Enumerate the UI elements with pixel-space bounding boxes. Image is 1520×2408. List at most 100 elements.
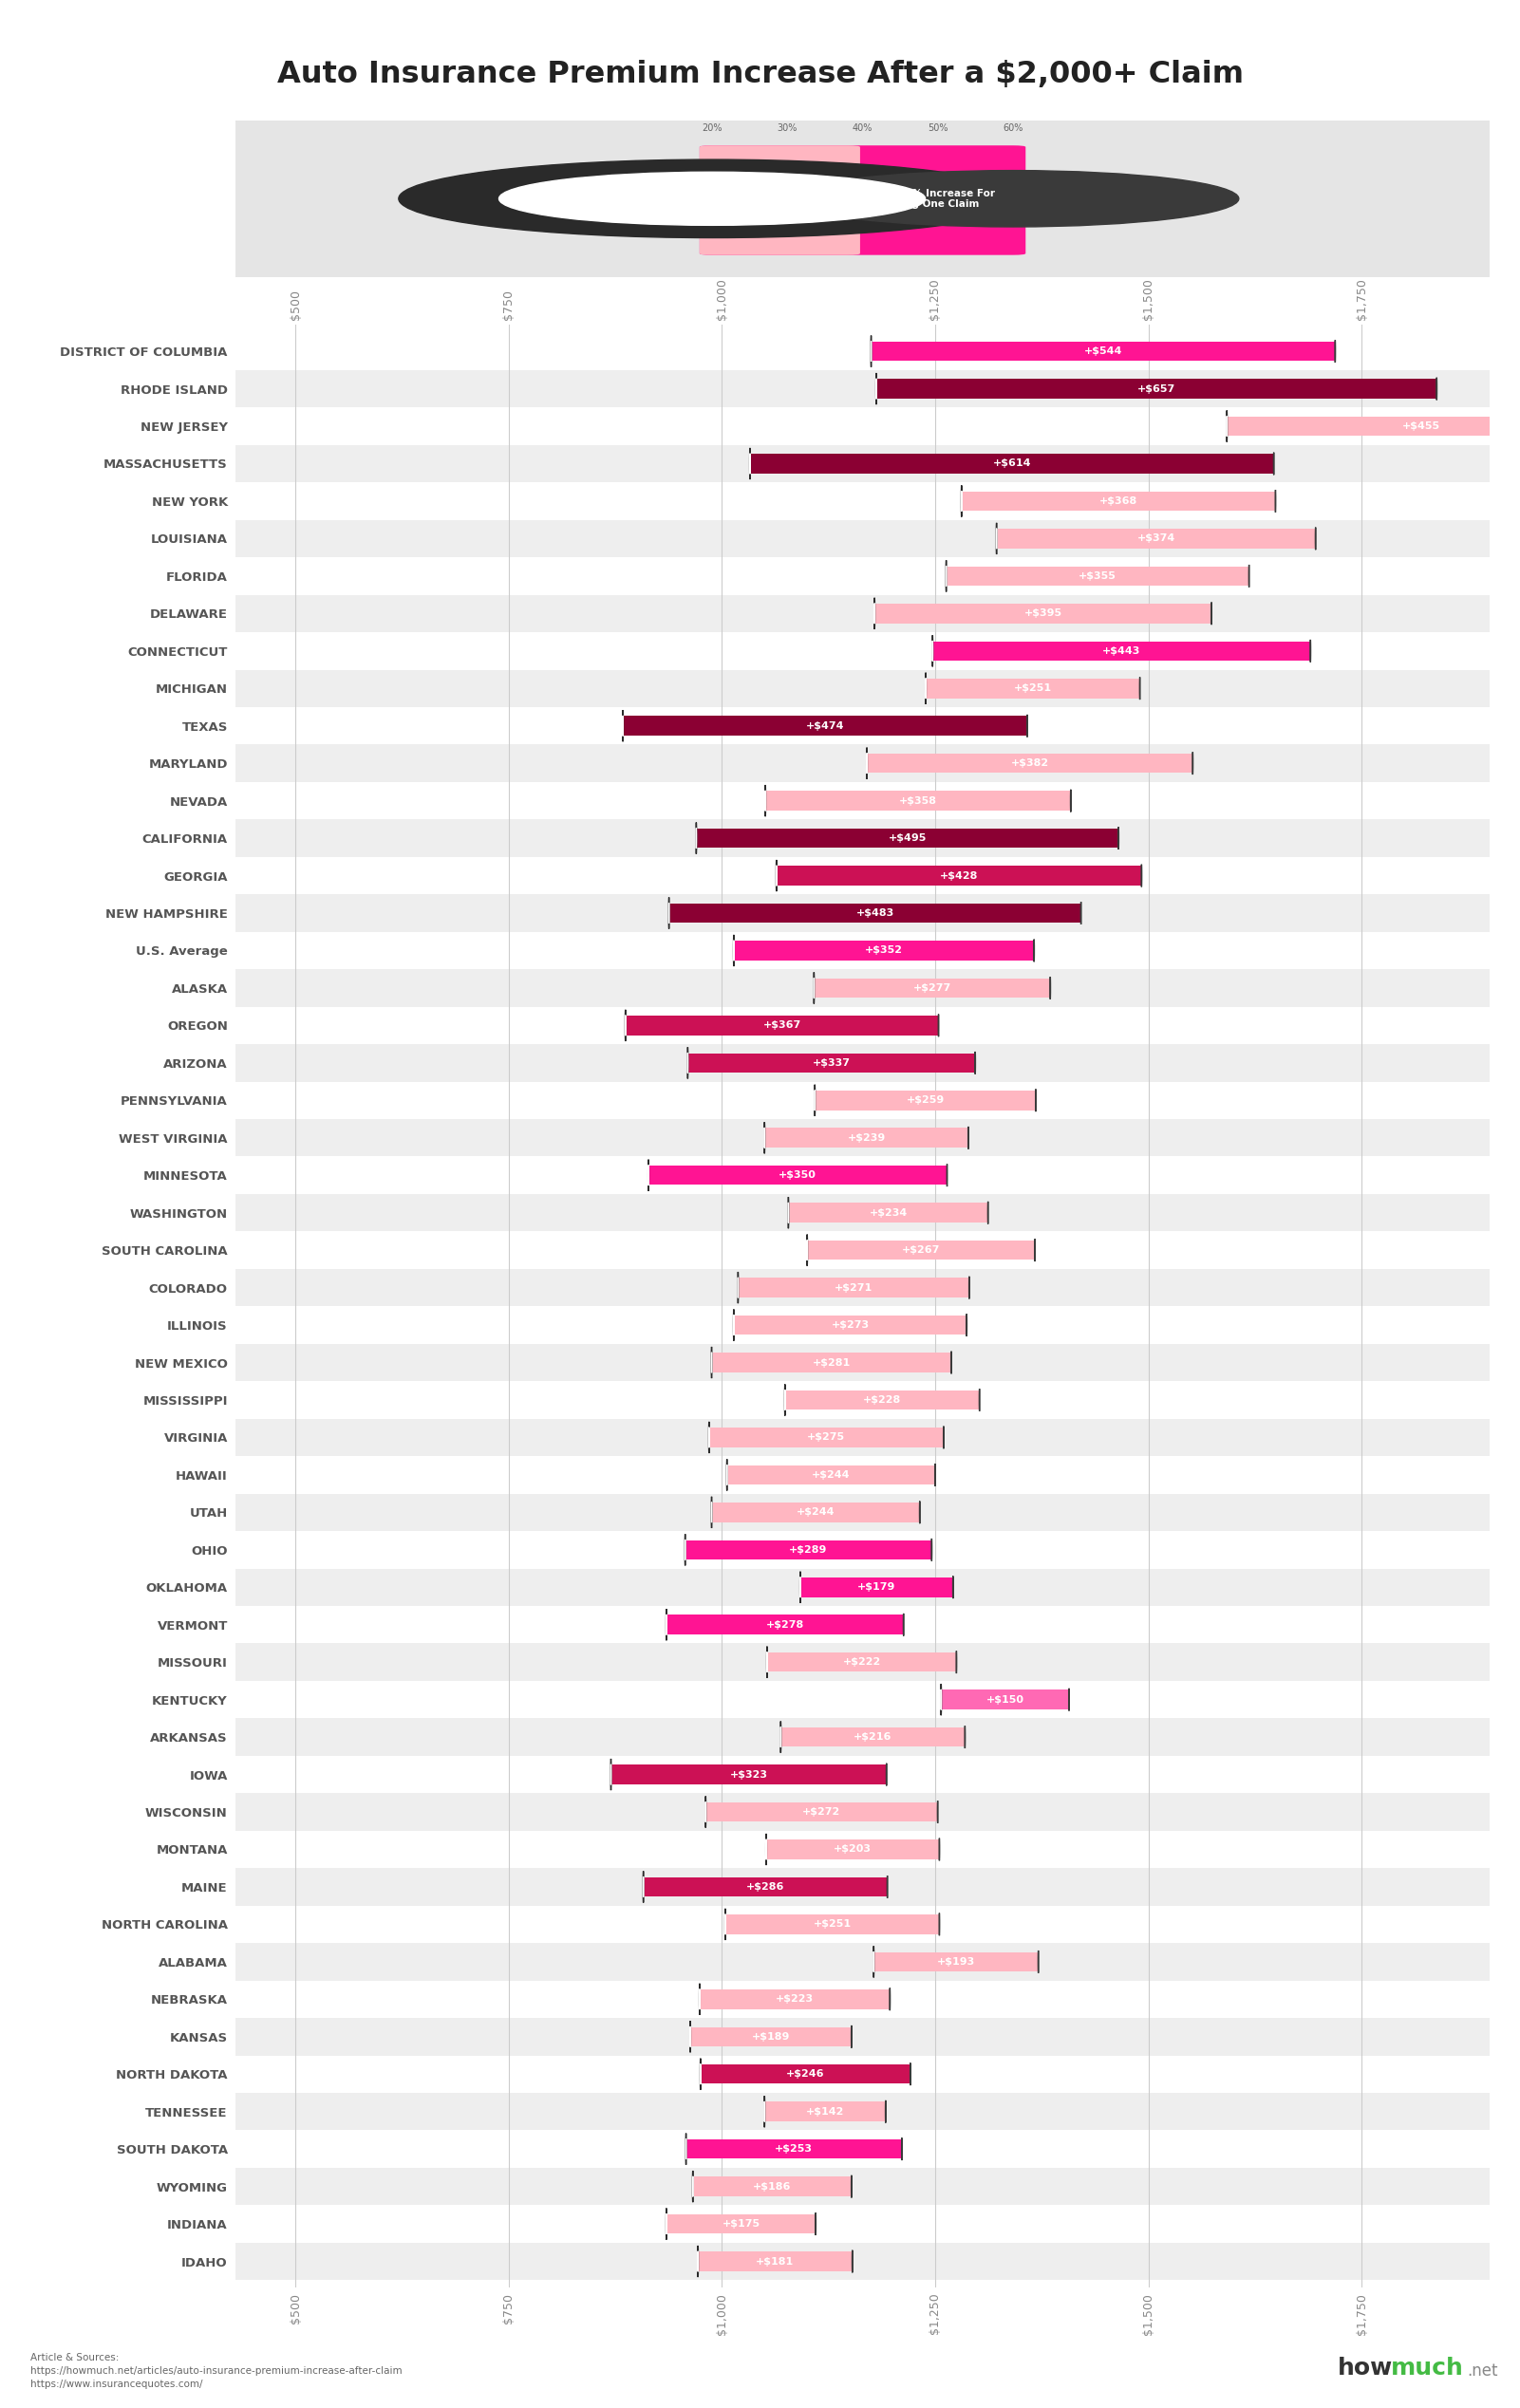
Bar <box>236 1755 1490 1794</box>
Bar <box>236 371 1490 407</box>
Bar <box>236 819 1490 857</box>
Bar <box>686 2138 901 2158</box>
Text: +$223: +$223 <box>775 1994 813 2003</box>
Text: +$272: +$272 <box>803 1808 841 1816</box>
Bar <box>236 970 1490 1007</box>
Bar <box>765 1127 968 1149</box>
Text: +$142: +$142 <box>806 2107 844 2117</box>
Bar <box>236 1642 1490 1681</box>
Bar <box>236 2206 1490 2242</box>
Bar <box>1227 417 1520 436</box>
Bar <box>236 595 1490 633</box>
Text: +$495: +$495 <box>888 833 927 843</box>
Bar <box>236 407 1490 445</box>
Text: +$374: +$374 <box>1137 535 1175 544</box>
Text: +$358: +$358 <box>898 797 936 804</box>
Text: +$239: +$239 <box>847 1134 886 1141</box>
Bar <box>749 455 1274 474</box>
Bar <box>698 2251 853 2271</box>
Bar <box>669 903 1081 922</box>
Text: +$271: +$271 <box>834 1283 872 1293</box>
Bar <box>784 1389 979 1409</box>
Text: +$186: +$186 <box>752 2182 792 2191</box>
Bar <box>236 2056 1490 2093</box>
Text: +$228: +$228 <box>863 1394 901 1404</box>
Bar <box>705 1801 938 1823</box>
Circle shape <box>499 171 926 226</box>
Text: +$181: +$181 <box>755 2256 795 2266</box>
Bar <box>236 1269 1490 1305</box>
Bar <box>781 1727 965 1746</box>
Bar <box>236 1081 1490 1120</box>
Text: +$355: +$355 <box>1079 571 1117 580</box>
Bar <box>236 482 1490 520</box>
Bar <box>236 1905 1490 1943</box>
Text: +$275: +$275 <box>807 1433 845 1442</box>
Text: 40%: 40% <box>853 123 872 132</box>
Bar <box>686 1541 932 1560</box>
Bar <box>236 1120 1490 1156</box>
Text: +$216: +$216 <box>854 1731 892 1741</box>
Bar <box>236 1719 1490 1755</box>
Bar <box>643 1878 888 1898</box>
Bar <box>766 790 1070 811</box>
Bar <box>871 342 1335 361</box>
Bar <box>765 2102 886 2121</box>
Bar <box>236 556 1490 595</box>
Bar <box>236 1007 1490 1045</box>
Bar <box>236 332 1490 371</box>
Bar <box>623 715 1028 734</box>
Bar <box>962 491 1275 510</box>
Bar <box>236 1979 1490 2018</box>
Bar <box>625 1016 938 1035</box>
Text: +$474: +$474 <box>806 720 844 730</box>
Bar <box>687 1052 976 1072</box>
Bar <box>236 857 1490 893</box>
Bar <box>236 2093 1490 2131</box>
Bar <box>649 1165 947 1185</box>
Bar <box>711 1503 920 1522</box>
Text: 20%: 20% <box>702 123 722 132</box>
Bar <box>236 1305 1490 1344</box>
Text: +$222: +$222 <box>842 1657 882 1666</box>
Text: +$150: +$150 <box>986 1695 1024 1705</box>
Text: +$251: +$251 <box>813 1919 851 1929</box>
Bar <box>725 1914 939 1934</box>
Text: how: how <box>1338 2357 1392 2379</box>
Text: +$323: +$323 <box>730 1770 768 1780</box>
Text: +$544: +$544 <box>1084 347 1122 356</box>
Text: .net: .net <box>1467 2362 1497 2379</box>
Bar <box>876 378 1436 397</box>
Text: +$455: +$455 <box>1401 421 1439 431</box>
Bar <box>941 1690 1069 1710</box>
Bar <box>696 828 1119 848</box>
Bar <box>236 633 1490 669</box>
Text: +$657: +$657 <box>1137 383 1175 393</box>
Text: NAIC Average
Annual Premium ($): NAIC Average Annual Premium ($) <box>594 188 699 209</box>
Bar <box>874 604 1211 624</box>
Bar <box>789 1204 988 1223</box>
Bar <box>236 2242 1490 2280</box>
Text: Average Annual Premium
After Making One Claim ($): Average Annual Premium After Making One … <box>1026 188 1169 209</box>
Bar <box>711 1353 952 1373</box>
Bar <box>807 1240 1035 1259</box>
Text: +$428: +$428 <box>939 872 979 881</box>
Text: +$251: +$251 <box>1014 684 1052 694</box>
Bar <box>236 1493 1490 1531</box>
Bar <box>874 1953 1038 1972</box>
Bar <box>236 1531 1490 1568</box>
Text: +$244: +$244 <box>796 1507 834 1517</box>
Bar <box>777 867 1142 886</box>
Text: much: much <box>1391 2357 1464 2379</box>
Text: +$175: +$175 <box>722 2220 760 2230</box>
Bar <box>236 1830 1490 1869</box>
Text: +$244: +$244 <box>812 1471 850 1479</box>
Bar <box>734 942 1034 961</box>
Text: +$395: +$395 <box>1024 609 1062 619</box>
Bar <box>236 1194 1490 1230</box>
Bar <box>866 754 1193 773</box>
Bar <box>236 1568 1490 1606</box>
Bar <box>815 978 1050 997</box>
Bar <box>236 1606 1490 1642</box>
Bar <box>801 1577 953 1597</box>
